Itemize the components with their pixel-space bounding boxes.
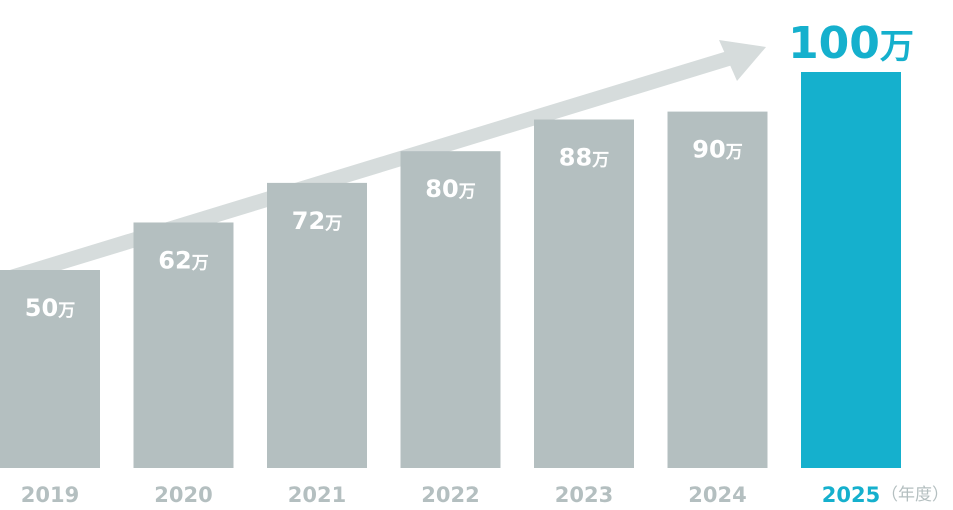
x-tick-2023: 2023 bbox=[555, 483, 613, 507]
x-tick-2020: 2020 bbox=[154, 483, 212, 507]
bar-2020 bbox=[133, 222, 234, 468]
bar-2024 bbox=[667, 111, 768, 468]
value-label-2024: 90万 bbox=[692, 136, 742, 164]
value-label-2023: 88万 bbox=[559, 144, 609, 172]
value-label-2022: 80万 bbox=[425, 175, 475, 203]
x-tick-2021: 2021 bbox=[288, 483, 346, 507]
bar-2023 bbox=[534, 119, 634, 469]
trend-arrow bbox=[3, 40, 766, 287]
bar-2019 bbox=[0, 270, 100, 468]
value-labels: 50万 62万 72万 80万 88万 90万 100万 bbox=[25, 18, 914, 322]
trend-arrow-head bbox=[719, 40, 766, 81]
bars bbox=[0, 72, 901, 469]
bar-2025 bbox=[801, 72, 901, 468]
x-tick-2022: 2022 bbox=[421, 483, 479, 507]
x-axis-unit: （年度） bbox=[881, 485, 949, 505]
value-label-2021: 72万 bbox=[292, 207, 342, 235]
x-tick-2019: 2019 bbox=[21, 483, 79, 507]
x-axis-ticks: 2019 2020 2021 2022 2023 2024 2025 （年度） bbox=[21, 483, 949, 507]
trend-arrow-shaft bbox=[3, 50, 733, 287]
value-label-2020: 62万 bbox=[158, 246, 208, 274]
value-label-2025: 100万 bbox=[788, 18, 914, 69]
bar-2021 bbox=[267, 182, 367, 468]
bar-2022 bbox=[400, 151, 501, 468]
x-tick-2025: 2025 bbox=[822, 483, 880, 507]
x-tick-2024: 2024 bbox=[688, 483, 746, 507]
value-label-2019: 50万 bbox=[25, 294, 75, 322]
